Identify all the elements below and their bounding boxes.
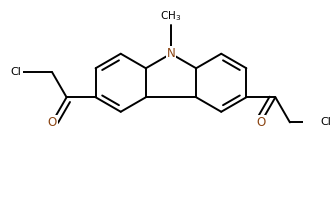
Text: O: O (48, 116, 57, 129)
Text: Cl: Cl (320, 117, 330, 127)
Text: Cl: Cl (11, 67, 22, 77)
Text: O: O (256, 116, 266, 129)
Text: N: N (167, 47, 175, 60)
Text: CH$_3$: CH$_3$ (160, 10, 182, 23)
